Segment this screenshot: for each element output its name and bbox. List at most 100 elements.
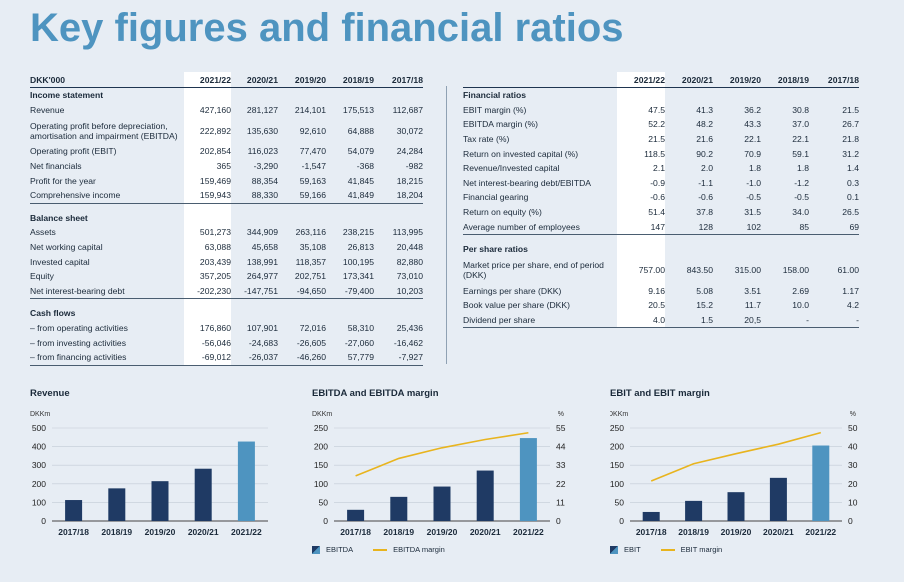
row-value: 61.00 (837, 265, 859, 276)
gap-cell (184, 298, 231, 307)
gap-cell (463, 234, 617, 242)
table-row: Equity 357,205 264,977 202,751 173,341 73,010 (30, 268, 423, 284)
empty-cell (231, 88, 278, 103)
y2-tick-label: 55 (556, 423, 566, 433)
row-value: 88,330 (231, 187, 278, 204)
y-tick-label: 200 (314, 442, 328, 452)
y-tick-label: 300 (32, 460, 46, 470)
section-heading: Financial ratios (463, 90, 527, 101)
row-value: 128 (665, 219, 713, 235)
row-value: 2.1 (617, 160, 665, 176)
x-tick-label: 2021/22 (231, 527, 262, 537)
x-tick-label: 2019/20 (721, 527, 752, 537)
row-value: 202,751 (294, 271, 326, 282)
legend-label: EBITDA (326, 545, 354, 554)
table-row: Book value per share (DKK) 20.5 15.2 11.7 10… (463, 298, 859, 313)
column-header-year: 2017/18 (374, 72, 423, 88)
row-value: 264,977 (246, 271, 278, 282)
section-heading-row: Financial ratios (463, 87, 859, 103)
row-label: Average number of employees (463, 219, 617, 235)
y-tick-label: 400 (32, 442, 46, 452)
row-label: Financial gearing (463, 192, 529, 203)
empty-cell (374, 211, 423, 226)
section-heading-row: Per share ratios (463, 241, 859, 257)
revenue-chart-svg: DKKm 0 100 200 300 400 500 2017/18 2018/19 2019/2… (30, 411, 268, 537)
row-value: -1.0 (746, 177, 761, 188)
row-value: 4.0 (617, 312, 665, 329)
row-label: Market price per share, end of period (D… (463, 260, 604, 281)
row-value: 344,909 (246, 227, 278, 238)
row-label: EBIT margin (%) (463, 104, 527, 115)
row-value: 77,470 (299, 146, 326, 157)
empty-cell (231, 306, 278, 321)
row-value: 116,023 (247, 146, 278, 157)
row-value: 69 (809, 219, 859, 235)
row-label: Operating profit before depreciation, am… (30, 120, 178, 141)
row-value: -0.5 (794, 192, 809, 203)
row-value: -1.2 (794, 177, 809, 188)
row-value: -56,046 (184, 335, 231, 350)
table-row: – from operating activities 176,860 107,90… (30, 320, 423, 336)
ebitda-chart: EBITDA and EBITDA margin DKKm% 0 50 100 150 2… (312, 388, 574, 560)
table-row: Assets 501,273 344,909 263,116 238,215 113,99… (30, 225, 423, 240)
row-label: Earnings per share (DKK) (463, 285, 562, 296)
gap-cell (809, 234, 859, 242)
x-tick-label: 2017/18 (58, 527, 89, 537)
column-header-year: 2018/19 (326, 72, 374, 88)
table-header-row: 2021/22 2020/21 2019/20 2018/19 2017/18 (463, 72, 859, 88)
row-value: 85 (761, 219, 809, 235)
section-gap (30, 298, 423, 307)
y-tick-label: 100 (610, 479, 624, 489)
column-header-year: 2021/22 (184, 72, 231, 88)
y-axis-unit: DKKm (312, 411, 332, 418)
row-label: Comprehensive income (30, 187, 184, 204)
y-tick-label: 0 (323, 516, 328, 526)
y-tick-label: 200 (32, 479, 46, 489)
row-value: 90.2 (696, 148, 713, 159)
row-label: Profit for the year (30, 175, 96, 186)
row-value: 2.69 (792, 285, 809, 296)
row-value: 82,880 (396, 256, 423, 267)
y2-axis-unit: % (850, 411, 856, 418)
row-value: 357,205 (184, 268, 231, 284)
row-value: 0.3 (847, 177, 859, 188)
row-value: 59.1 (792, 148, 809, 159)
row-label: – from investing activities (30, 337, 126, 348)
row-value: 30.8 (792, 104, 809, 115)
row-value: 21.8 (842, 134, 859, 145)
row-value: 57,779 (326, 349, 374, 366)
row-value: 138,991 (246, 256, 278, 267)
row-value: 26,813 (347, 242, 374, 253)
table-row: Net interest-bearing debt -202,230 -147,75… (30, 283, 423, 300)
chart-legend: EBITDA EBITDA margin (312, 545, 445, 554)
row-label: Return on invested capital (%) (463, 148, 579, 159)
y-tick-label: 50 (319, 497, 329, 507)
bar (519, 438, 537, 521)
bar (347, 509, 365, 521)
empty-cell (374, 88, 423, 103)
row-value: 5.08 (696, 285, 713, 296)
row-label: Revenue (30, 104, 65, 115)
row-label: Book value per share (DKK) (463, 300, 570, 311)
row-value: 1.4 (847, 163, 859, 174)
column-header-label (463, 72, 617, 88)
y2-tick-label: 10 (848, 497, 858, 507)
row-label: – from operating activities (30, 323, 128, 334)
bar (769, 477, 787, 521)
bar (812, 445, 830, 521)
empty-cell (761, 242, 809, 257)
bar (65, 500, 83, 521)
row-value: 31.2 (842, 148, 859, 159)
row-value: 159,943 (184, 187, 231, 204)
row-value: 18,215 (396, 175, 423, 186)
empty-cell (617, 241, 665, 257)
column-header-year: 2020/21 (665, 72, 713, 88)
row-value: -0.5 (746, 192, 761, 203)
legend-label: EBIT margin (680, 545, 723, 554)
row-value: 73,010 (396, 271, 423, 282)
y-tick-label: 500 (32, 423, 46, 433)
empty-cell (665, 242, 713, 257)
row-label: Net interest-bearing debt (30, 283, 184, 300)
row-value: 1.8 (797, 163, 809, 174)
row-value: 159,469 (184, 173, 231, 188)
